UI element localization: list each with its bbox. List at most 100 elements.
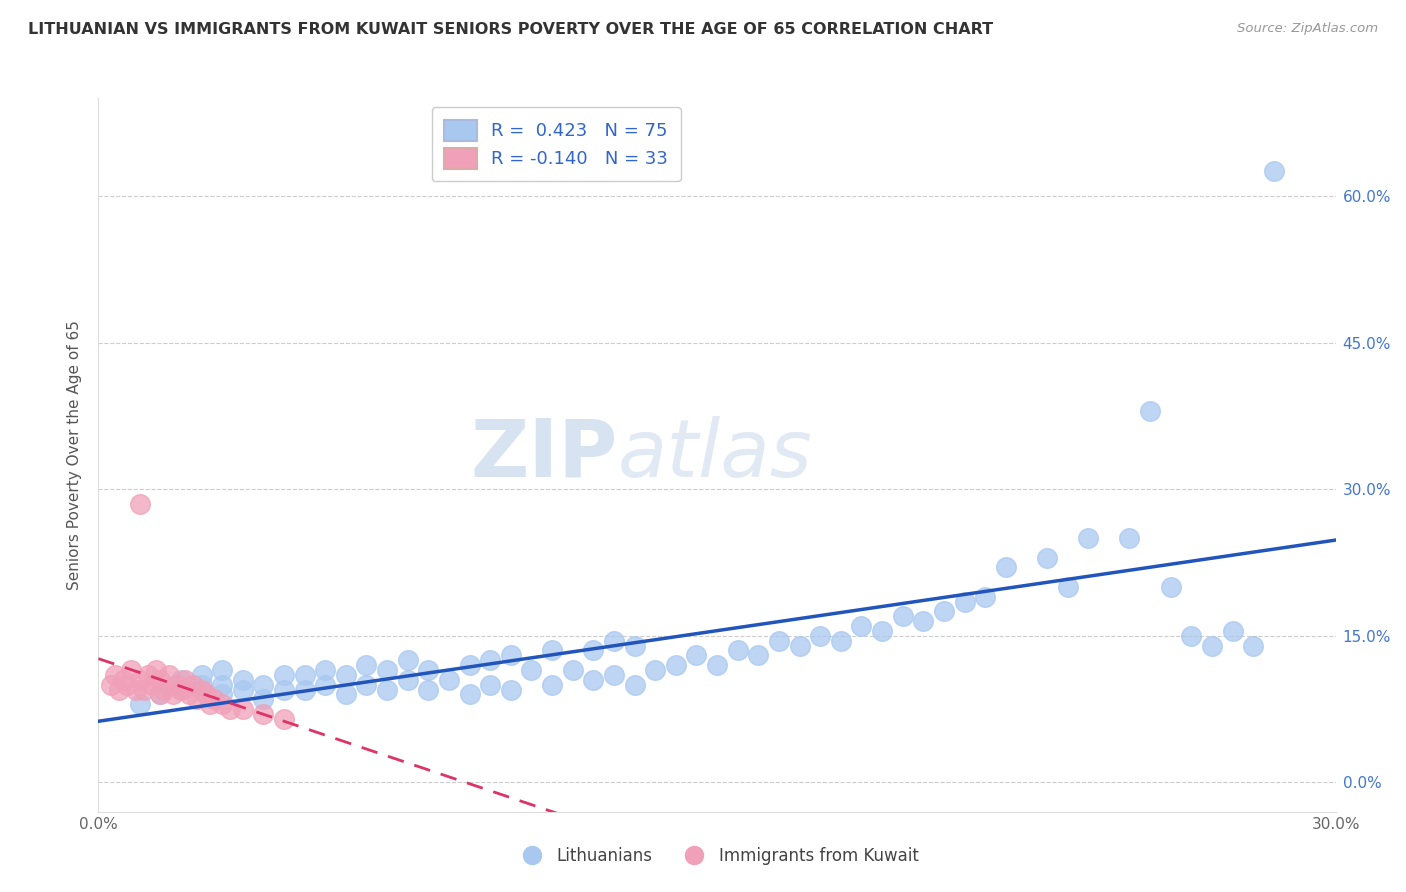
Text: LITHUANIAN VS IMMIGRANTS FROM KUWAIT SENIORS POVERTY OVER THE AGE OF 65 CORRELAT: LITHUANIAN VS IMMIGRANTS FROM KUWAIT SEN… (28, 22, 993, 37)
Point (479, 653, 502, 667)
Point (149, 687, 172, 701)
Point (375, 682, 398, 697)
Point (273, 712, 295, 726)
Point (375, 663, 398, 677)
Point (166, 678, 188, 692)
Point (232, 702, 254, 716)
Point (396, 653, 419, 667)
Point (211, 678, 233, 692)
Point (181, 678, 204, 692)
Point (128, 697, 150, 711)
Point (561, 663, 583, 677)
Point (149, 687, 172, 701)
Point (194, 687, 217, 701)
Point (603, 633, 626, 648)
Point (418, 663, 440, 677)
Point (418, 682, 440, 697)
Point (112, 673, 135, 687)
Point (891, 609, 914, 624)
Point (219, 702, 242, 716)
Point (437, 673, 460, 687)
Point (104, 668, 127, 682)
Point (132, 682, 155, 697)
Point (273, 682, 295, 697)
Point (202, 692, 225, 706)
Point (1241, 639, 1264, 653)
Point (252, 678, 274, 692)
Point (541, 678, 564, 692)
Point (851, 619, 873, 633)
Point (232, 682, 254, 697)
Point (789, 639, 811, 653)
Point (356, 658, 378, 673)
Point (179, 687, 201, 701)
Point (1160, 580, 1182, 594)
Point (665, 658, 688, 673)
Point (170, 673, 193, 687)
Point (1077, 531, 1099, 545)
Point (335, 668, 357, 682)
Point (108, 682, 131, 697)
Point (623, 678, 645, 692)
Point (1056, 580, 1078, 594)
Y-axis label: Seniors Poverty Over the Age of 65: Seniors Poverty Over the Age of 65 (67, 320, 83, 590)
Point (1222, 624, 1244, 638)
Point (1036, 550, 1059, 565)
Point (294, 682, 316, 697)
Point (145, 663, 167, 677)
Point (644, 663, 666, 677)
Point (314, 678, 336, 692)
Point (458, 658, 481, 673)
Point (830, 633, 852, 648)
Point (541, 643, 564, 657)
Point (747, 648, 769, 663)
Point (458, 687, 481, 701)
Text: ZIP: ZIP (471, 416, 619, 494)
Point (335, 687, 357, 701)
Point (273, 668, 295, 682)
Point (157, 668, 180, 682)
Point (141, 678, 163, 692)
Point (932, 604, 955, 618)
Point (953, 594, 976, 608)
Point (128, 673, 150, 687)
Point (211, 687, 233, 701)
Point (190, 682, 212, 697)
Legend: Lithuanians, Immigrants from Kuwait: Lithuanians, Immigrants from Kuwait (509, 840, 925, 871)
Point (190, 678, 212, 692)
Point (136, 668, 159, 682)
Point (994, 560, 1017, 574)
Point (100, 678, 122, 692)
Point (117, 678, 139, 692)
Point (211, 697, 233, 711)
Point (727, 643, 749, 657)
Point (232, 673, 254, 687)
Point (211, 663, 233, 677)
Point (190, 668, 212, 682)
Point (808, 629, 831, 643)
Point (174, 673, 197, 687)
Point (623, 639, 645, 653)
Point (128, 497, 150, 511)
Point (520, 663, 543, 677)
Point (356, 678, 378, 692)
Point (1180, 629, 1202, 643)
Point (198, 697, 221, 711)
Point (912, 614, 935, 628)
Point (170, 682, 193, 697)
Point (603, 668, 626, 682)
Text: Source: ZipAtlas.com: Source: ZipAtlas.com (1237, 22, 1378, 36)
Point (1263, 164, 1285, 178)
Point (1139, 404, 1161, 418)
Point (120, 663, 142, 677)
Point (582, 673, 605, 687)
Point (149, 673, 172, 687)
Point (294, 668, 316, 682)
Point (186, 692, 208, 706)
Point (499, 682, 522, 697)
Point (768, 633, 790, 648)
Point (1118, 531, 1140, 545)
Text: atlas: atlas (619, 416, 813, 494)
Point (252, 706, 274, 721)
Point (396, 673, 419, 687)
